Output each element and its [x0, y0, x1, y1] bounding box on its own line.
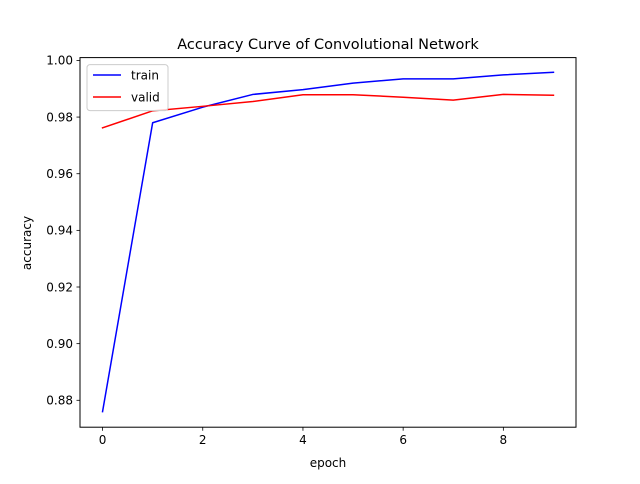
- x-tick-label: 8: [500, 433, 508, 447]
- legend: train valid: [87, 65, 168, 111]
- y-tick-label: 1.00: [46, 54, 73, 68]
- y-tick-label: 0.94: [46, 224, 73, 238]
- y-tick-label: 0.98: [46, 110, 73, 124]
- legend-label-valid: valid: [131, 91, 160, 105]
- x-tick-label: 0: [99, 433, 107, 447]
- y-tick-label: 0.92: [46, 280, 73, 294]
- y-tick-label: 0.90: [46, 337, 73, 351]
- chart-title: Accuracy Curve of Convolutional Network: [177, 37, 479, 53]
- legend-label-train: train: [131, 69, 159, 83]
- x-tick-label: 6: [399, 433, 407, 447]
- y-axis-label: accuracy: [20, 216, 34, 270]
- y-tick-label: 0.88: [46, 394, 73, 408]
- x-tick-label: 2: [199, 433, 207, 447]
- x-tick-label: 4: [299, 433, 307, 447]
- y-tick-label: 0.96: [46, 167, 73, 181]
- x-axis-label: epoch: [310, 456, 347, 470]
